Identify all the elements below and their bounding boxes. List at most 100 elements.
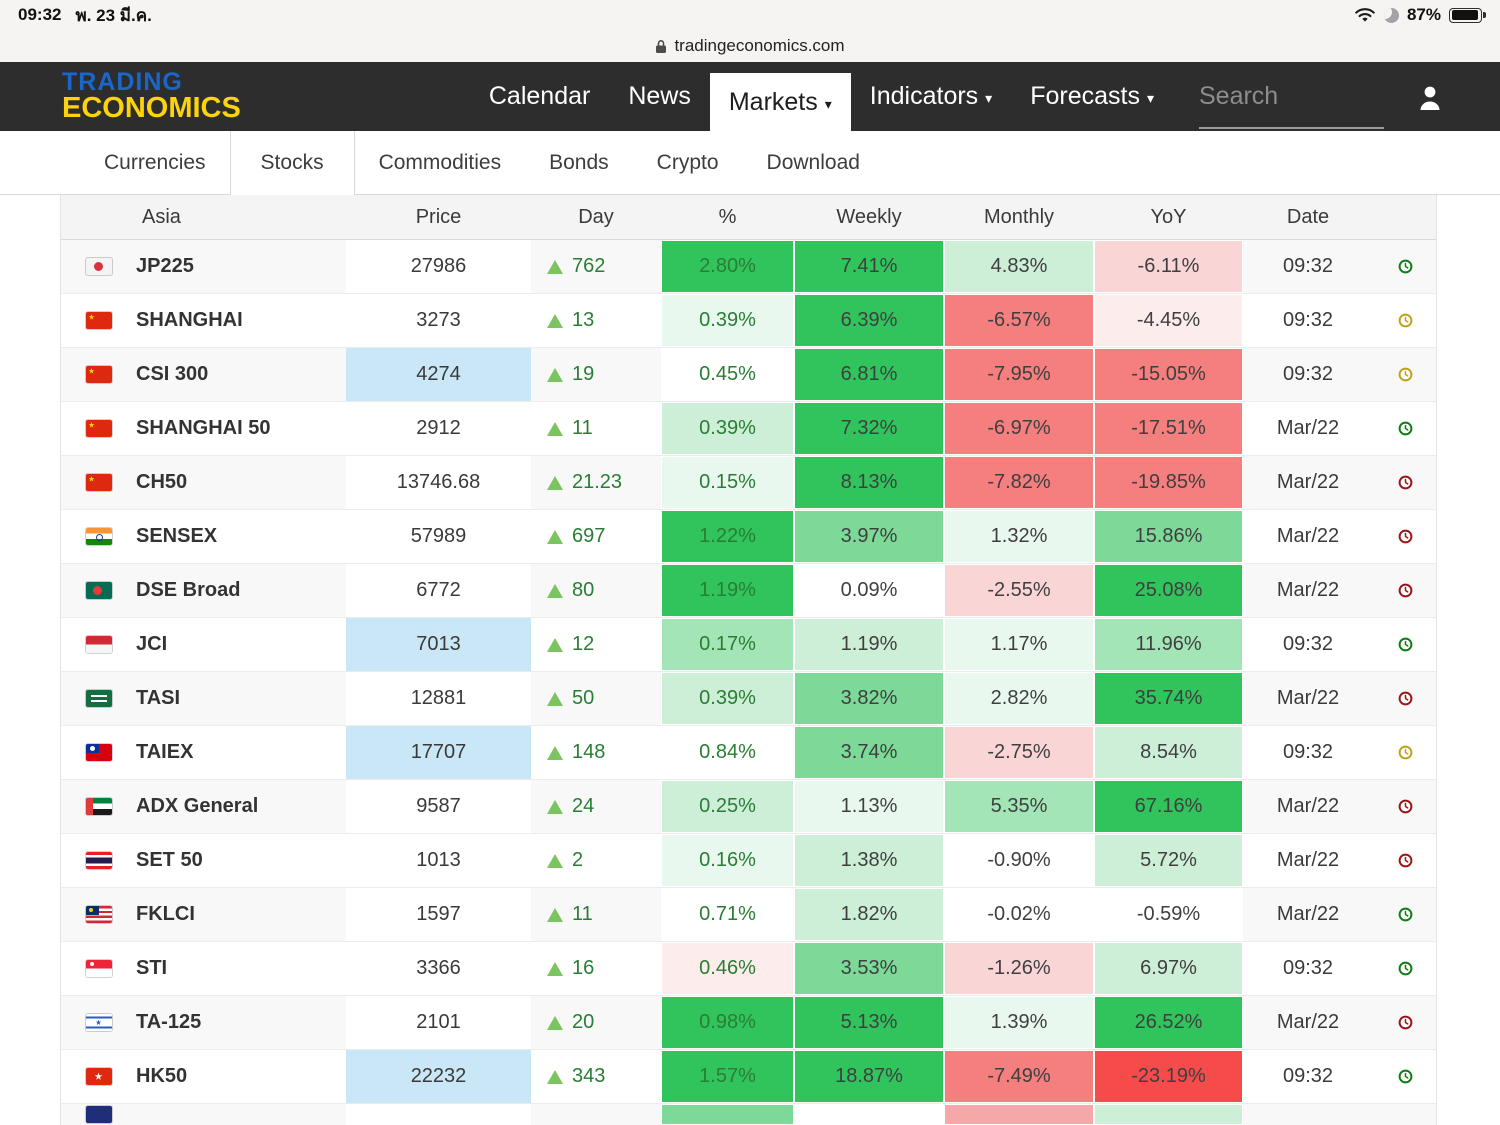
subnav-item-crypto[interactable]: Crypto <box>633 131 743 194</box>
day-change-value: 13 <box>572 309 595 331</box>
clock-status-icon <box>1373 348 1438 401</box>
subnav-item-bonds[interactable]: Bonds <box>525 131 633 194</box>
index-name[interactable]: DSE Broad <box>136 579 241 601</box>
monthly-change-cell: -1.26% <box>944 942 1094 995</box>
yoy-change-cell: -17.51% <box>1094 402 1243 455</box>
cn-flag-icon <box>85 420 112 437</box>
search-input[interactable] <box>1199 82 1384 111</box>
index-name[interactable]: SENSEX <box>136 525 218 547</box>
nav-item-calendar[interactable]: Calendar <box>470 62 609 131</box>
jp-flag-icon <box>85 258 112 275</box>
index-name[interactable]: TA-125 <box>136 1011 202 1033</box>
flag-cell <box>61 294 136 347</box>
day-change: 21.23 <box>531 456 661 509</box>
index-name[interactable]: TASI <box>136 687 181 709</box>
last-update-date: 09:32 <box>1282 1065 1334 1087</box>
column-header-weekly[interactable]: Weekly <box>836 205 902 228</box>
nav-item-indicators[interactable]: Indicators ▾ <box>851 62 1011 131</box>
up-triangle-icon <box>547 313 563 328</box>
monthly-change-cell: -2.75% <box>944 726 1094 779</box>
weekly-change-cell: 3.97% <box>794 510 944 563</box>
day-change-value: 2 <box>572 849 584 871</box>
last-update-date: Mar/22 <box>1276 687 1340 709</box>
index-name[interactable]: SHANGHAI <box>136 309 243 331</box>
subnav-item-currencies[interactable]: Currencies <box>80 131 230 194</box>
weekly-change-cell: 1.82% <box>794 888 944 941</box>
column-header-yoy[interactable]: YoY <box>1150 205 1187 228</box>
index-name[interactable]: SET 50 <box>136 849 203 871</box>
column-header-pct[interactable]: % <box>718 205 737 228</box>
day-change-value: 343 <box>572 1065 606 1087</box>
subnav-item-label: Commodities <box>378 150 502 174</box>
subnav-item-commodities[interactable]: Commodities <box>355 131 526 194</box>
index-name[interactable]: SHANGHAI 50 <box>136 417 271 439</box>
index-name[interactable]: ADX General <box>136 795 259 817</box>
yoy-change-cell: 25.08% <box>1094 564 1243 617</box>
id-flag-icon <box>85 636 112 653</box>
weekly-change-cell: 7.41% <box>794 240 944 293</box>
chevron-down-icon: ▾ <box>824 95 832 112</box>
weekly-change-cell: 3.74% <box>794 726 944 779</box>
index-name[interactable] <box>136 1104 346 1125</box>
pct-change-cell: 0.39% <box>661 294 794 347</box>
index-name[interactable]: JP225 <box>136 255 194 277</box>
index-name[interactable]: FKLCI <box>136 903 195 925</box>
table-row: JCI 7013 12 0.17% 1.19% 1.17% 11.96% 09:32 <box>61 618 1436 672</box>
subnav-item-download[interactable]: Download <box>743 131 884 194</box>
trading-economics-logo[interactable]: TRADING ECONOMICS <box>62 69 241 122</box>
index-name[interactable]: JCI <box>136 633 168 655</box>
index-name[interactable]: CSI 300 <box>136 363 209 385</box>
chevron-down-icon: ▾ <box>1146 90 1154 106</box>
cn-flag-icon <box>85 312 112 329</box>
yoy-change-cell: 6.97% <box>1094 942 1243 995</box>
monthly-change-cell: 1.32% <box>944 510 1094 563</box>
column-header-price[interactable]: Price <box>415 205 462 228</box>
nav-item-label: Forecasts <box>1030 82 1140 110</box>
column-header-monthly[interactable]: Monthly <box>983 205 1055 228</box>
monthly-change-cell: 4.83% <box>944 240 1094 293</box>
clock-status-icon <box>1373 456 1438 509</box>
nav-item-news[interactable]: News <box>609 62 710 131</box>
lock-icon <box>655 39 667 54</box>
clock-status-icon <box>1373 1050 1438 1103</box>
monthly-change-cell: 1.39% <box>944 996 1094 1049</box>
index-name[interactable]: HK50 <box>136 1065 188 1087</box>
pct-change-cell: 2.80% <box>661 240 794 293</box>
index-name[interactable]: TAIEX <box>136 741 194 763</box>
url-text: tradingeconomics.com <box>674 36 845 55</box>
table-row: TASI 12881 50 0.39% 3.82% 2.82% 35.74% Mar/22 <box>61 672 1436 726</box>
pct-change-cell: 0.25% <box>661 780 794 833</box>
day-change-value: 11 <box>572 903 593 925</box>
pct-change-cell: 1.19% <box>661 564 794 617</box>
weekly-change-cell: 7.32% <box>794 402 944 455</box>
ios-status-bar: 09:32 พ. 23 มี.ค. 87% <box>0 0 1500 30</box>
column-header-day[interactable]: Day <box>578 205 614 228</box>
up-triangle-icon <box>547 529 563 544</box>
day-change: 16 <box>531 942 661 995</box>
day-change: 343 <box>531 1050 661 1103</box>
subnav-item-stocks[interactable]: Stocks <box>229 131 355 195</box>
flag-cell <box>61 996 136 1049</box>
weekly-change-cell: 5.13% <box>794 996 944 1049</box>
search-box <box>1199 62 1384 131</box>
tw-flag-icon <box>85 744 112 761</box>
asia-markets-table: Asia Price Day% Weekly Monthly YoY Date JP225 2… <box>60 195 1437 1125</box>
pct-change-cell: 0.17% <box>661 618 794 671</box>
index-name[interactable]: STI <box>136 957 168 979</box>
table-row: ADX General 9587 24 0.25% 1.13% 5.35% 67.16% Ma… <box>61 780 1436 834</box>
pct-change-cell: 0.71% <box>661 888 794 941</box>
monthly-change-cell: -6.97% <box>944 402 1094 455</box>
column-header-date[interactable]: Date <box>1286 205 1330 228</box>
weekly-change-cell: 8.13% <box>794 456 944 509</box>
status-time: 09:32 <box>18 5 62 24</box>
nav-item-markets[interactable]: Markets ▾ <box>709 73 851 131</box>
last-update-date: 09:32 <box>1282 363 1334 385</box>
nav-item-forecasts[interactable]: Forecasts ▾ <box>1011 62 1173 131</box>
user-account-icon[interactable] <box>1418 84 1442 110</box>
cn-flag-icon <box>85 366 112 383</box>
index-name[interactable]: CH50 <box>136 471 188 493</box>
column-header-asia[interactable]: Asia <box>142 205 181 228</box>
table-row: CSI 300 4274 19 0.45% 6.81% -7.95% -15.05% 09:3… <box>61 348 1436 402</box>
yoy-change-cell: 35.74% <box>1094 672 1243 725</box>
address-bar[interactable]: tradingeconomics.com <box>0 30 1500 62</box>
